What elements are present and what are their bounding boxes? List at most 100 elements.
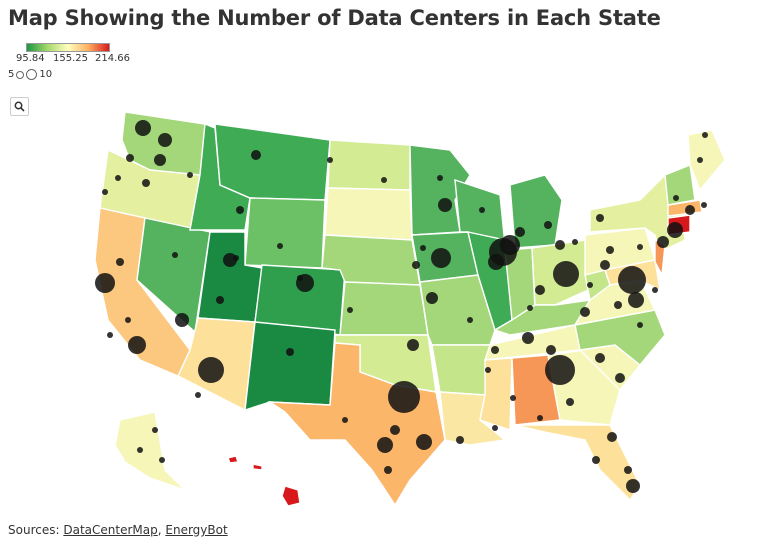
data-center-bubble[interactable] (607, 432, 617, 442)
state-michigan[interactable] (509, 174, 563, 249)
data-center-bubble[interactable] (596, 214, 604, 222)
data-center-bubble[interactable] (159, 457, 165, 463)
data-center-bubble[interactable] (467, 317, 473, 323)
data-center-bubble[interactable] (233, 255, 239, 261)
data-center-bubble[interactable] (142, 179, 150, 187)
data-center-bubble[interactable] (456, 436, 464, 444)
data-center-bubble[interactable] (135, 120, 151, 136)
data-center-bubble[interactable] (637, 244, 643, 250)
data-center-bubble[interactable] (137, 447, 143, 453)
data-center-bubble[interactable] (381, 177, 387, 183)
data-center-bubble[interactable] (544, 221, 552, 229)
data-center-bubble[interactable] (115, 175, 121, 181)
data-center-bubble[interactable] (553, 261, 579, 287)
data-center-bubble[interactable] (107, 332, 113, 338)
state-arkansas[interactable] (431, 344, 491, 396)
data-center-bubble[interactable] (667, 222, 683, 238)
data-center-bubble[interactable] (175, 313, 189, 327)
data-center-bubble[interactable] (624, 466, 632, 474)
data-center-bubble[interactable] (198, 357, 224, 383)
source-link-datacentermap[interactable]: DataCenterMap (63, 523, 158, 537)
data-center-bubble[interactable] (187, 172, 193, 178)
data-center-bubble[interactable] (388, 381, 420, 413)
state-kentucky[interactable] (493, 299, 592, 336)
data-center-bubble[interactable] (342, 417, 348, 423)
data-center-bubble[interactable] (407, 339, 419, 351)
data-center-bubble[interactable] (491, 346, 499, 354)
data-center-bubble[interactable] (158, 133, 172, 147)
data-center-bubble[interactable] (537, 415, 543, 421)
data-center-bubble[interactable] (377, 437, 393, 453)
data-center-bubble[interactable] (566, 398, 574, 406)
data-center-bubble[interactable] (437, 175, 443, 181)
data-center-bubble[interactable] (236, 206, 244, 214)
state-vermont-nh[interactable] (664, 164, 696, 206)
data-center-bubble[interactable] (628, 292, 644, 308)
data-center-bubble[interactable] (587, 282, 593, 288)
data-center-bubble[interactable] (172, 252, 178, 258)
data-center-bubble[interactable] (216, 296, 224, 304)
data-center-bubble[interactable] (154, 154, 166, 166)
data-center-bubble[interactable] (488, 254, 504, 270)
data-center-bubble[interactable] (297, 275, 303, 281)
data-center-bubble[interactable] (390, 425, 400, 435)
state-wyoming[interactable] (244, 197, 326, 269)
data-center-bubble[interactable] (626, 479, 640, 493)
data-center-bubble[interactable] (637, 322, 643, 328)
data-center-bubble[interactable] (438, 198, 452, 212)
state-hawaii[interactable] (227, 455, 301, 507)
data-center-bubble[interactable] (701, 202, 707, 208)
state-maine[interactable] (687, 129, 726, 192)
data-center-bubble[interactable] (492, 425, 498, 431)
state-new-york[interactable] (589, 174, 686, 253)
data-center-bubble[interactable] (95, 273, 115, 293)
state-kansas[interactable] (339, 281, 429, 336)
data-center-bubble[interactable] (522, 332, 534, 344)
data-center-bubble[interactable] (673, 195, 679, 201)
data-center-bubble[interactable] (251, 150, 261, 160)
data-center-bubble[interactable] (545, 355, 575, 385)
state-alaska[interactable] (114, 411, 186, 491)
data-center-bubble[interactable] (546, 345, 556, 355)
data-center-bubble[interactable] (286, 348, 294, 356)
data-center-bubble[interactable] (618, 266, 646, 294)
data-center-bubble[interactable] (416, 434, 432, 450)
state-new-mexico[interactable] (244, 321, 336, 411)
data-center-bubble[interactable] (426, 292, 438, 304)
data-center-bubble[interactable] (606, 246, 614, 254)
state-mississippi[interactable] (479, 357, 513, 431)
data-center-bubble[interactable] (347, 307, 353, 313)
state-texas[interactable] (267, 342, 446, 507)
data-center-bubble[interactable] (592, 456, 600, 464)
data-center-bubble[interactable] (126, 154, 134, 162)
data-center-bubble[interactable] (431, 248, 451, 268)
state-montana[interactable] (214, 123, 331, 201)
data-center-bubble[interactable] (420, 245, 426, 251)
data-center-bubble[interactable] (652, 287, 658, 293)
data-center-bubble[interactable] (600, 260, 610, 270)
state-north-dakota[interactable] (327, 139, 411, 191)
data-center-bubble[interactable] (102, 189, 108, 195)
data-center-bubble[interactable] (152, 427, 158, 433)
data-center-bubble[interactable] (384, 466, 392, 474)
search-button[interactable] (10, 97, 29, 116)
data-center-bubble[interactable] (128, 336, 146, 354)
state-south-dakota[interactable] (324, 187, 413, 241)
state-florida[interactable] (514, 424, 641, 502)
data-center-bubble[interactable] (697, 157, 703, 163)
data-center-bubble[interactable] (479, 207, 485, 213)
data-center-bubble[interactable] (515, 227, 525, 237)
data-center-bubble[interactable] (535, 285, 545, 295)
data-center-bubble[interactable] (595, 353, 605, 363)
data-center-bubble[interactable] (555, 240, 565, 250)
data-center-bubble[interactable] (412, 261, 420, 269)
data-center-bubble[interactable] (572, 239, 578, 245)
data-center-bubble[interactable] (116, 258, 124, 266)
data-center-bubble[interactable] (614, 301, 622, 309)
data-center-bubble[interactable] (615, 373, 625, 383)
data-center-bubble[interactable] (125, 317, 131, 323)
data-center-bubble[interactable] (580, 307, 590, 317)
data-center-bubble[interactable] (510, 395, 516, 401)
data-center-bubble[interactable] (500, 235, 520, 255)
